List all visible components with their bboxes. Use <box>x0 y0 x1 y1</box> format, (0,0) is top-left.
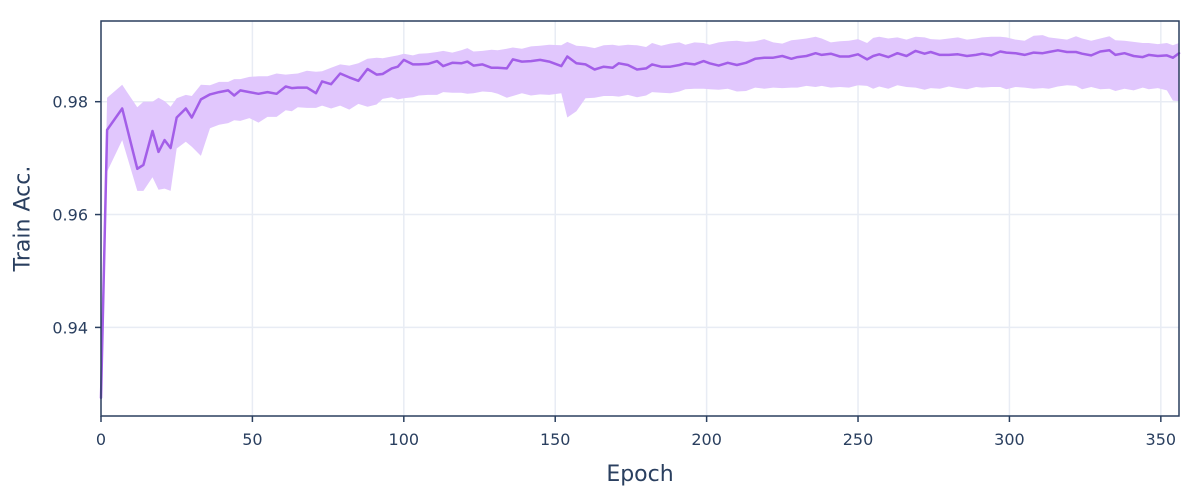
train-accuracy-line <box>99 49 1181 400</box>
x-axis-ticks: 0 50 100 150 200 250 300 350 <box>96 416 1176 449</box>
accuracy-range-band <box>101 35 1179 401</box>
plot-frame <box>100 20 1180 417</box>
y-tick-label: 0.96 <box>52 206 88 225</box>
x-tick-label: 250 <box>843 430 874 449</box>
x-tick-label: 50 <box>242 430 262 449</box>
y-tick-label: 0.98 <box>52 93 88 112</box>
x-tick-label: 300 <box>994 430 1025 449</box>
y-axis-ticks: 0.94 0.96 0.98 <box>52 93 101 337</box>
x-tick-label: 150 <box>540 430 571 449</box>
x-tick-label: 100 <box>389 430 420 449</box>
x-tick-label: 0 <box>96 430 106 449</box>
y-tick-label: 0.94 <box>52 318 88 337</box>
y-axis-title: Train Acc. <box>11 166 36 273</box>
x-axis-title: Epoch <box>606 462 673 487</box>
x-tick-label: 350 <box>1146 430 1177 449</box>
x-tick-label: 200 <box>691 430 722 449</box>
